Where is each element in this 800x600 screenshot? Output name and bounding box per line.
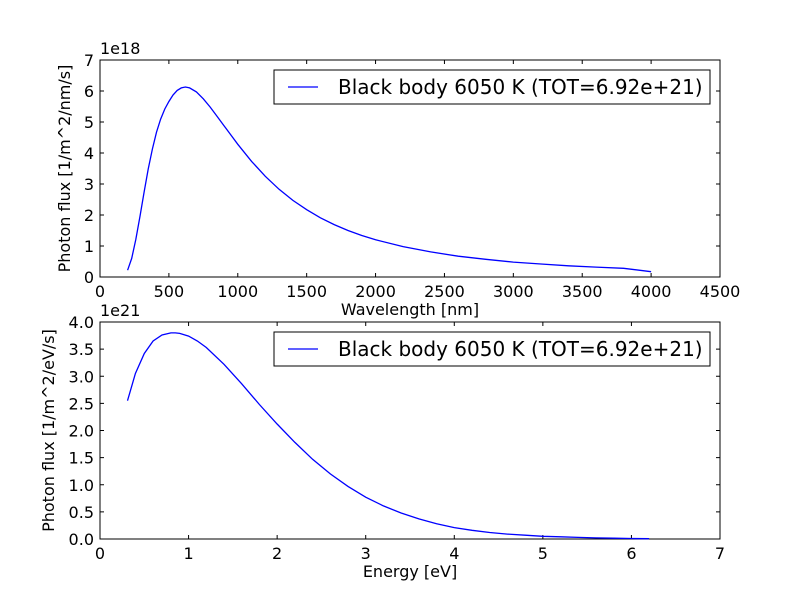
x-tick-label: 3500 [562, 282, 603, 301]
legend-label: Black body 6050 K (TOT=6.92e+21) [338, 337, 703, 361]
y-axis-label: Photon flux [1/m^2/nm/s] [55, 65, 74, 273]
y-offset-label: 1e21 [100, 301, 140, 320]
x-tick-label: 4 [449, 544, 459, 563]
x-tick-label: 3 [361, 544, 371, 563]
y-tick-label: 1.0 [69, 476, 94, 495]
subplot-1: 0 500 1000 1500 2000 2500 3000 3500 4000 4500 0 1 2 3… [55, 39, 740, 319]
x-axis-label: Energy [eV] [363, 562, 457, 581]
y-tick-label: 1.5 [69, 449, 94, 468]
y-tick-label: 0 [84, 268, 94, 287]
y-tick-label: 2.0 [69, 422, 94, 441]
x-tick-label: 6 [626, 544, 636, 563]
legend: Black body 6050 K (TOT=6.92e+21) [273, 69, 711, 105]
legend-frame [273, 331, 711, 367]
legend-label: Black body 6050 K (TOT=6.92e+21) [338, 75, 703, 99]
y-tick-label: 2 [84, 206, 94, 225]
legend-frame [273, 69, 711, 105]
x-tick-label: 0 [95, 282, 105, 301]
y-tick-label: 4 [84, 144, 94, 163]
x-tick-label: 500 [154, 282, 185, 301]
y-offset-label: 1e18 [100, 39, 140, 58]
x-tick-label: 4500 [700, 282, 741, 301]
x-tick-label: 2500 [424, 282, 465, 301]
y-tick-label: 3.0 [69, 367, 94, 386]
y-tick-label: 2.5 [69, 394, 94, 413]
x-tick-label: 5 [538, 544, 548, 563]
y-tick-label: 1 [84, 237, 94, 256]
x-axis-label: Wavelength [nm] [341, 300, 479, 319]
y-axis-label: Photon flux [1/m^2/eV/s] [39, 329, 58, 532]
y-tick-label: 6 [84, 82, 94, 101]
x-tick-label: 7 [715, 544, 725, 563]
x-tick-label: 1500 [286, 282, 327, 301]
x-tick-label: 1 [183, 544, 193, 563]
y-tick-label: 3.5 [69, 340, 94, 359]
y-tick-label: 4.0 [69, 313, 94, 332]
y-tick-label: 0.5 [69, 503, 94, 522]
x-tick-label: 1000 [217, 282, 258, 301]
x-tick-label: 0 [95, 544, 105, 563]
x-tick-label: 3000 [493, 282, 534, 301]
y-tick-label: 0.0 [69, 530, 94, 549]
x-tick-label: 4000 [631, 282, 672, 301]
y-tick-label: 7 [84, 51, 94, 70]
plot-frame [99, 59, 721, 278]
y-tick-label: 3 [84, 175, 94, 194]
x-tick-label: 2000 [355, 282, 396, 301]
y-tick-label: 5 [84, 113, 94, 132]
x-tick-label: 2 [272, 544, 282, 563]
series-line [126, 86, 652, 273]
subplot-2: 0 1 2 3 4 5 6 7 0.0 0.5 1.0 1.5 2.0 2.5 3.0 3.5 4.0 1e21 E… [39, 301, 725, 581]
legend: Black body 6050 K (TOT=6.92e+21) [273, 331, 711, 367]
series-line [126, 332, 650, 540]
